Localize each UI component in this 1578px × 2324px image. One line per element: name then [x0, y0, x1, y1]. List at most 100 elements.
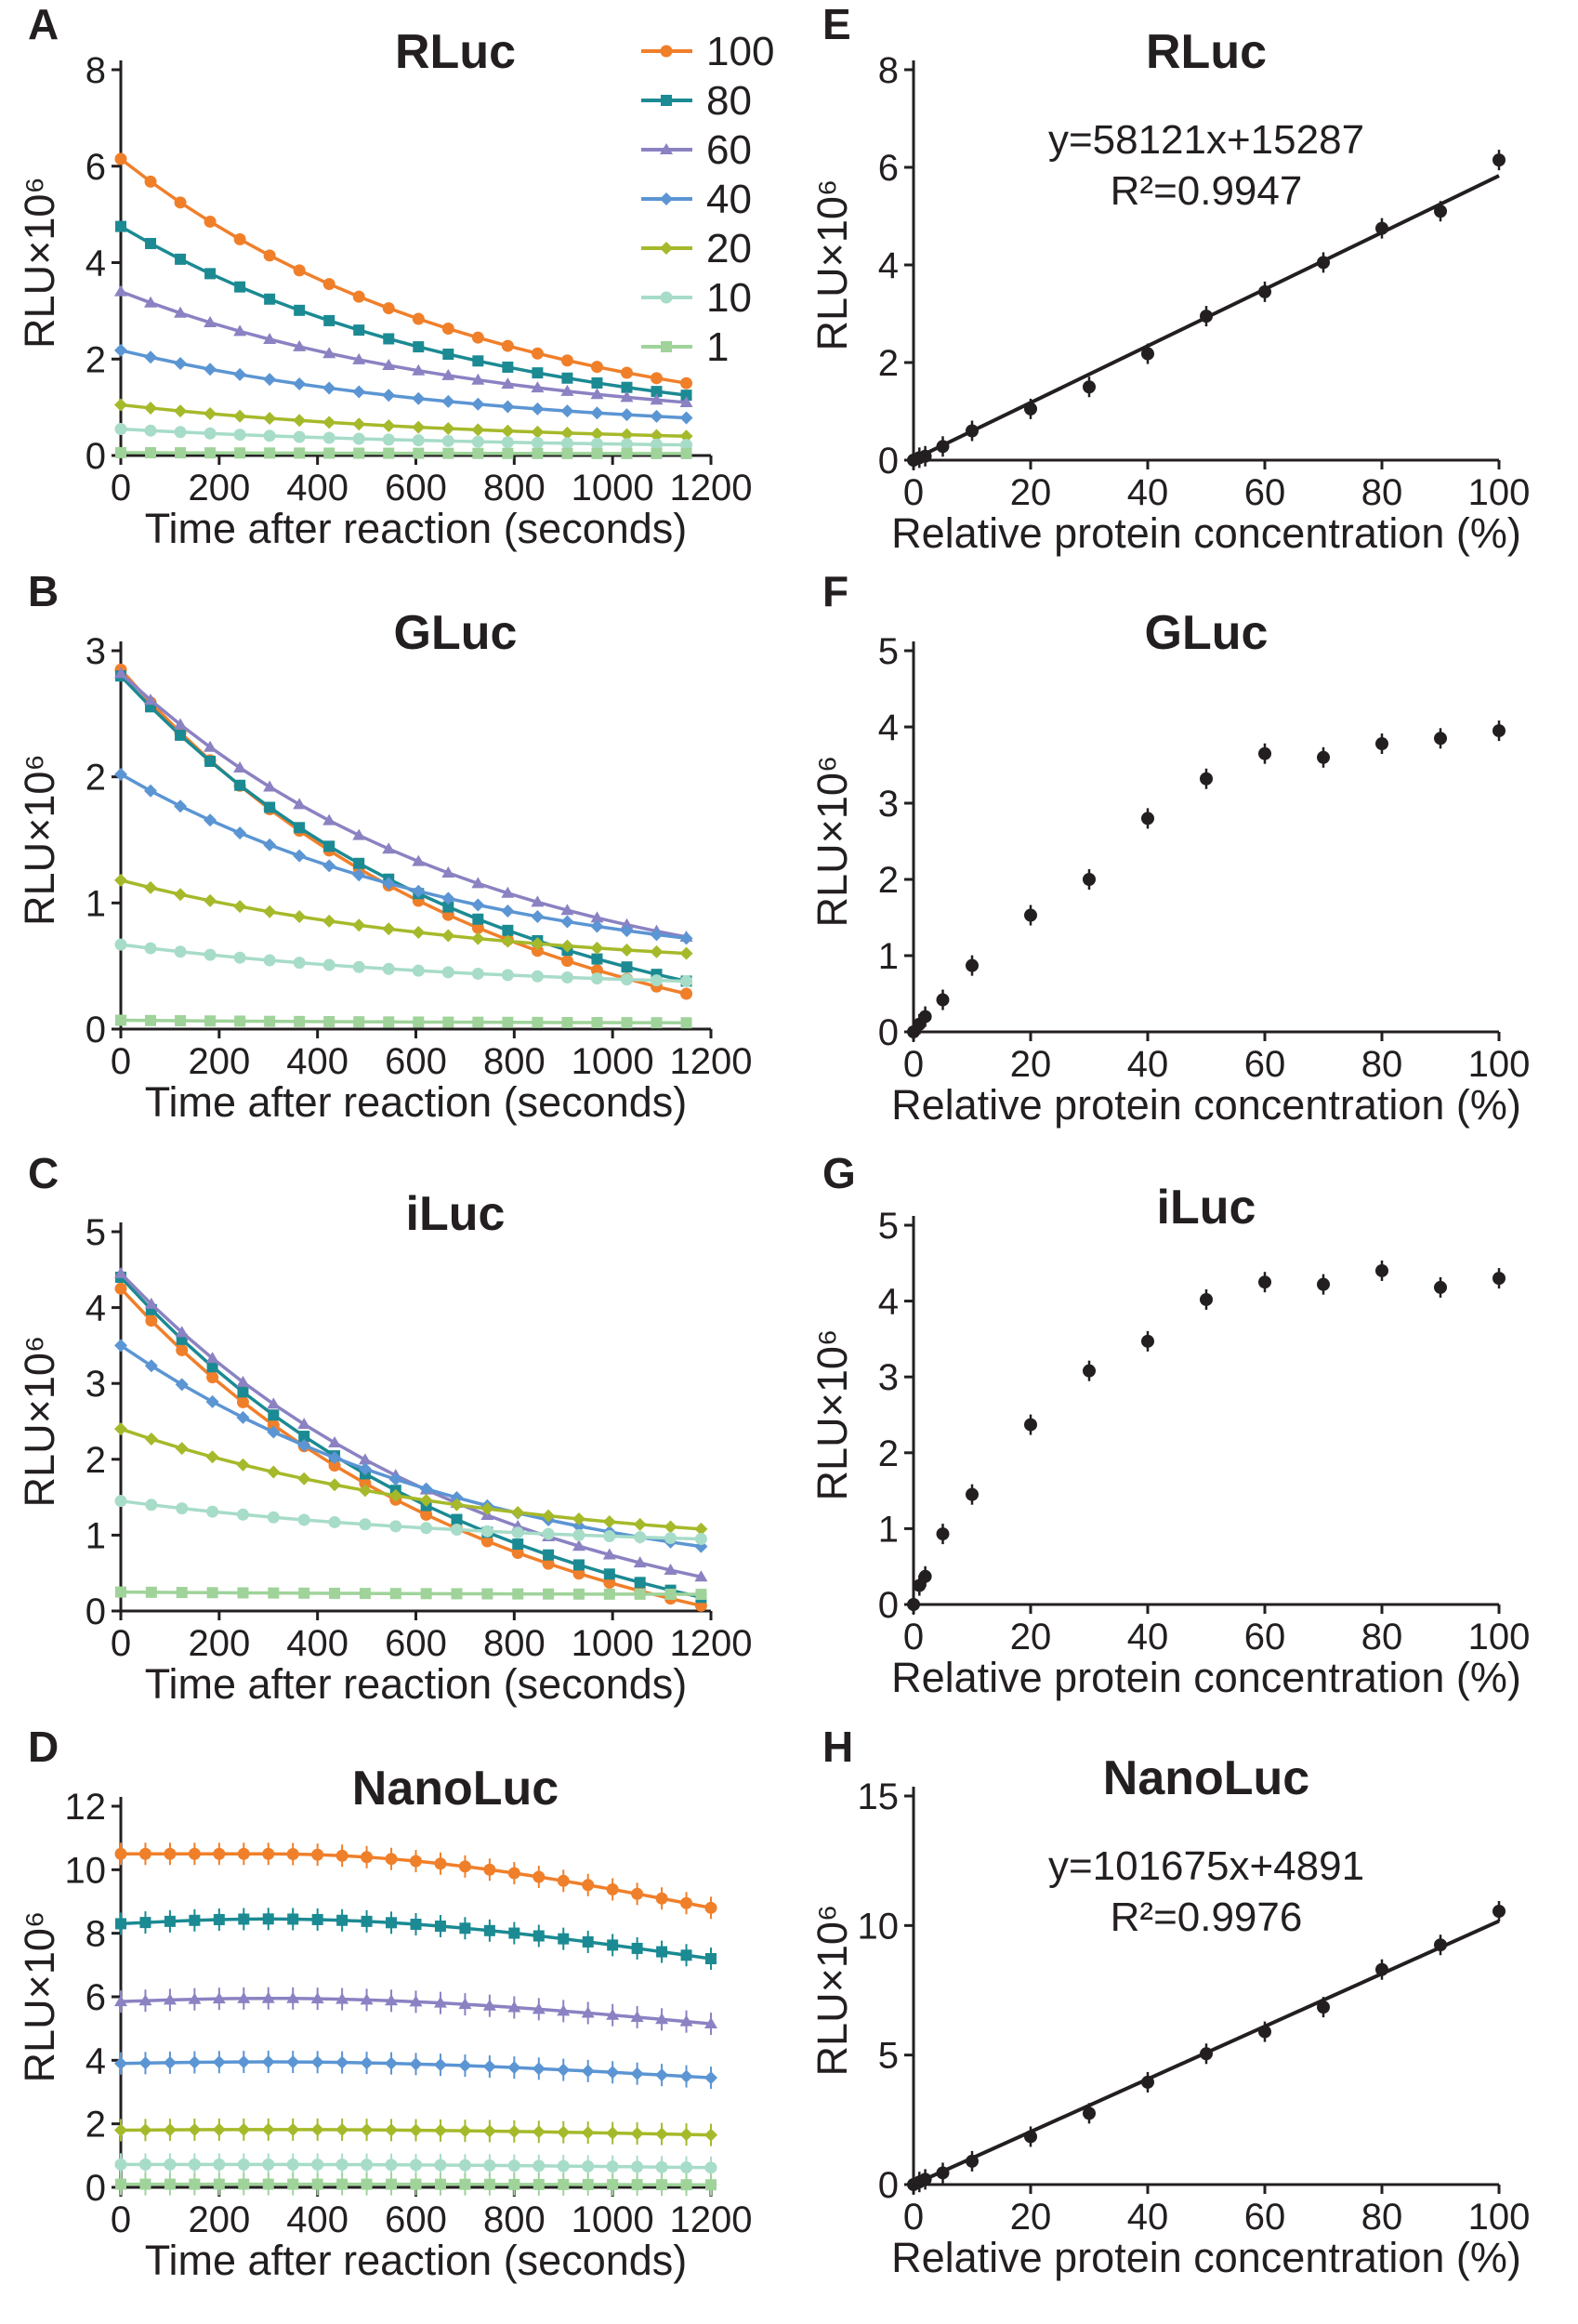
data-point	[1375, 1962, 1388, 1976]
chart-title: GLuc	[394, 606, 518, 660]
data-point	[471, 898, 485, 912]
data-point	[502, 447, 514, 459]
data-point	[602, 1515, 616, 1529]
x-tick-label: 800	[483, 468, 546, 508]
data-point	[542, 1527, 555, 1540]
data-point	[264, 447, 276, 459]
y-tick-label: 0	[878, 2165, 899, 2206]
data-point	[655, 1892, 668, 1905]
data-point	[114, 422, 127, 435]
data-point	[483, 2178, 495, 2190]
data-point	[472, 1016, 484, 1028]
data-point	[472, 913, 484, 925]
data-point	[655, 2127, 669, 2141]
data-point	[501, 377, 515, 390]
data-point	[114, 873, 127, 887]
data-point	[382, 359, 396, 371]
y-axis-label: RLU×10⁶	[809, 756, 856, 928]
data-point	[204, 447, 217, 459]
x-tick-label: 0	[111, 468, 131, 508]
data-point	[561, 447, 573, 459]
data-point	[507, 1867, 520, 1880]
data-point	[480, 1525, 493, 1538]
x-tick-label: 0	[111, 1623, 131, 1664]
data-point	[1493, 153, 1506, 167]
data-point	[591, 376, 603, 389]
data-point	[508, 1927, 520, 1939]
data-point	[501, 424, 515, 438]
legend-label: 10	[706, 275, 752, 321]
x-tick-label: 100	[1468, 472, 1531, 513]
data-point	[233, 324, 247, 337]
data-point	[1141, 1334, 1154, 1348]
data-point	[482, 1999, 496, 2011]
data-point	[458, 2124, 472, 2138]
data-point	[385, 2159, 398, 2172]
data-point	[310, 1992, 324, 2004]
data-point	[204, 427, 217, 440]
data-point	[936, 2166, 950, 2180]
data-point	[560, 426, 574, 440]
data-point	[114, 1995, 127, 2007]
panel-letter: G	[822, 1149, 856, 1197]
data-point	[704, 1901, 717, 1914]
data-point	[590, 388, 604, 400]
data-point	[651, 386, 663, 398]
data-point	[507, 2000, 521, 2013]
data-point	[233, 761, 247, 773]
y-tick-label: 0	[85, 2168, 106, 2209]
data-point	[680, 1017, 692, 1029]
data-point	[1024, 908, 1037, 922]
data-point	[164, 2178, 176, 2190]
series-line	[120, 289, 687, 404]
data-point	[412, 926, 426, 940]
y-axis-label: RLU×10⁶	[809, 1905, 856, 2077]
data-point	[204, 755, 217, 767]
series-1	[115, 2172, 717, 2197]
y-tick-label: 1	[85, 1515, 106, 1556]
data-point	[323, 1016, 335, 1028]
data-point	[590, 964, 603, 977]
y-tick-label: 1	[878, 936, 899, 977]
data-point	[205, 1394, 219, 1408]
data-point	[138, 2056, 152, 2070]
data-point	[212, 2055, 226, 2069]
y-tick-label: 0	[878, 1012, 899, 1053]
data-point	[115, 1918, 126, 1930]
data-point	[174, 945, 187, 958]
data-point	[557, 2159, 570, 2172]
data-point	[233, 900, 247, 914]
data-point	[409, 2123, 423, 2137]
data-point	[139, 2178, 151, 2190]
data-point	[630, 2127, 644, 2141]
data-point	[531, 970, 544, 983]
data-point	[531, 937, 545, 951]
data-point	[680, 2161, 693, 2174]
data-point	[1258, 2025, 1271, 2039]
data-point	[651, 1017, 663, 1029]
data-point	[704, 2017, 717, 2029]
data-point	[918, 1010, 932, 1023]
data-point	[533, 1870, 546, 1883]
data-point	[311, 2178, 323, 2190]
data-point	[442, 447, 454, 459]
data-point	[664, 1520, 677, 1534]
x-tick-label: 20	[1010, 472, 1052, 513]
data-point	[176, 1587, 188, 1599]
data-point	[286, 2055, 300, 2069]
data-point	[352, 417, 366, 431]
data-point	[361, 1851, 374, 1864]
x-tick-label: 800	[483, 2199, 546, 2240]
data-point	[483, 2159, 496, 2172]
data-point	[679, 2014, 693, 2027]
data-point	[680, 390, 692, 402]
series-20	[114, 398, 693, 443]
data-point	[1317, 2000, 1330, 2014]
data-point	[412, 312, 425, 325]
data-point	[410, 1855, 422, 1868]
data-point	[206, 1371, 219, 1384]
data-point	[263, 780, 277, 792]
data-point	[382, 418, 396, 432]
series-line	[119, 668, 687, 996]
